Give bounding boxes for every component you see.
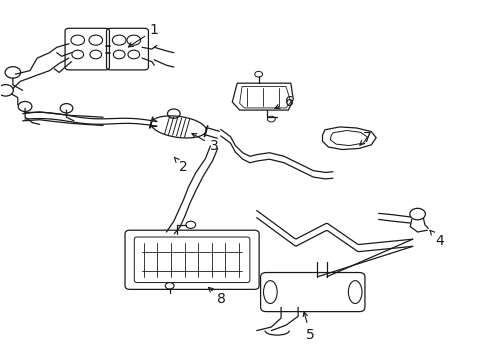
Text: 8: 8: [208, 287, 225, 306]
Text: 4: 4: [429, 230, 443, 248]
Text: 3: 3: [192, 134, 218, 153]
Text: 1: 1: [128, 23, 159, 47]
Text: 2: 2: [174, 157, 187, 175]
Text: 7: 7: [359, 131, 371, 145]
Text: 6: 6: [274, 95, 293, 109]
Text: 5: 5: [303, 312, 314, 342]
